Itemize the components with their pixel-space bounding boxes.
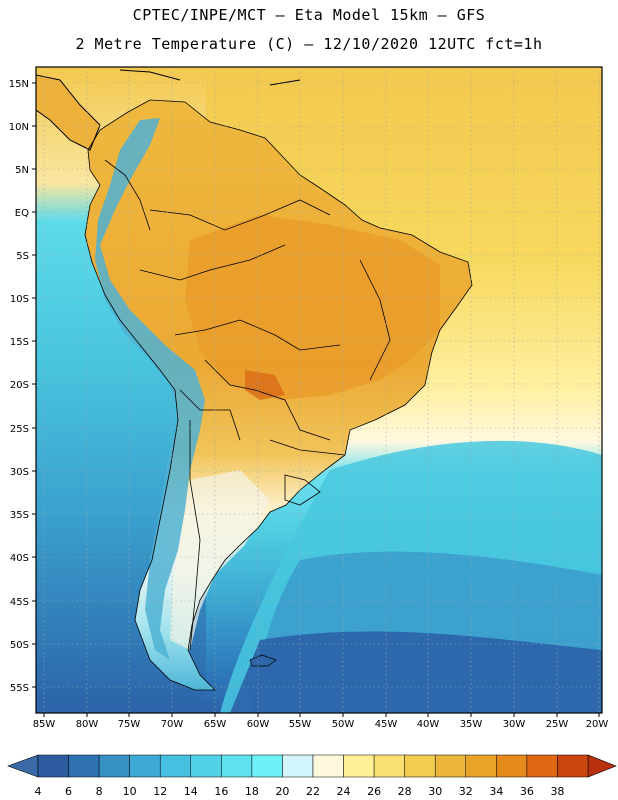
colorbar-label: 28 bbox=[398, 785, 412, 798]
lat-label: 35S bbox=[10, 510, 29, 521]
colorbar-segment bbox=[526, 754, 558, 778]
central-america-land bbox=[36, 75, 100, 150]
lon-label: 80W bbox=[76, 719, 99, 730]
polar-ocean-field bbox=[230, 631, 602, 713]
colorbar-label: 8 bbox=[96, 785, 103, 798]
lat-label: 50S bbox=[10, 640, 29, 651]
lat-label: 5N bbox=[15, 165, 29, 176]
lat-label: 30S bbox=[10, 467, 29, 478]
lon-label: 25W bbox=[546, 719, 569, 730]
lon-label: 55W bbox=[289, 719, 312, 730]
coastline-detail bbox=[36, 69, 301, 151]
lon-label: 30W bbox=[503, 719, 526, 730]
lat-label: 20S bbox=[10, 380, 29, 391]
longitude-labels: 85W 80W 75W 70W 65W 60W 55W 50W 45W 40W … bbox=[33, 719, 609, 730]
map-field bbox=[36, 67, 602, 713]
colorbar-segment bbox=[343, 754, 375, 778]
colorbar-segment bbox=[190, 754, 222, 778]
colorbar-segment bbox=[68, 754, 100, 778]
colorbar-segment bbox=[129, 754, 161, 778]
lat-label: 10S bbox=[10, 294, 29, 305]
colorbar-label: 6 bbox=[65, 785, 72, 798]
colorbar-segment bbox=[404, 754, 436, 778]
colorbar-label: 36 bbox=[520, 785, 534, 798]
colorbar: 4 6 8 10 12 14 16 18 20 22 24 26 28 30 32 34 36 38 bbox=[7, 754, 617, 798]
colorbar-label: 20 bbox=[275, 785, 289, 798]
colorbar-segment bbox=[465, 754, 497, 778]
lon-label: 85W bbox=[33, 719, 56, 730]
country-borders bbox=[84, 99, 473, 691]
colorbar-under-arrow bbox=[7, 754, 39, 778]
latitude-labels: 15N 10N 5N EQ 5S 10S 15S 20S 25S 30S 35S… bbox=[9, 79, 29, 694]
colorbar-label: 34 bbox=[489, 785, 503, 798]
colorbar-segment bbox=[496, 754, 528, 778]
colorbar-segment bbox=[312, 754, 344, 778]
colorbar-label: 32 bbox=[459, 785, 473, 798]
lon-label: 50W bbox=[332, 719, 355, 730]
colorbar-segment bbox=[159, 754, 192, 778]
falkland-islands bbox=[249, 654, 277, 667]
colorbar-label: 26 bbox=[367, 785, 381, 798]
map-title: CPTEC/INPE/MCT – Eta Model 15km – GFS bbox=[132, 6, 486, 24]
warm-interior bbox=[185, 215, 440, 400]
colorbar-segment bbox=[373, 754, 405, 778]
lat-label: EQ bbox=[15, 208, 29, 219]
map-subtitle: 2 Metre Temperature (C) – 12/10/2020 12U… bbox=[75, 35, 543, 53]
colorbar-label: 18 bbox=[245, 785, 259, 798]
colorbar-label: 38 bbox=[550, 785, 564, 798]
colorbar-segment bbox=[282, 754, 314, 778]
lon-label: 75W bbox=[118, 719, 141, 730]
lon-label: 35W bbox=[460, 719, 483, 730]
hot-spot bbox=[245, 370, 285, 400]
colorbar-label: 4 bbox=[35, 785, 42, 798]
lon-label: 70W bbox=[161, 719, 184, 730]
colorbar-segment bbox=[434, 754, 467, 778]
lon-label: 65W bbox=[204, 719, 227, 730]
colorbar-segment bbox=[98, 754, 130, 778]
andes-cold-ridge bbox=[95, 118, 205, 660]
lon-label: 20W bbox=[586, 719, 609, 730]
lat-label: 15N bbox=[9, 79, 29, 90]
lat-label: 40S bbox=[10, 553, 29, 564]
lat-label: 45S bbox=[10, 597, 29, 608]
map-frame bbox=[35, 66, 603, 714]
lat-label: 25S bbox=[10, 424, 29, 435]
axis-ticks bbox=[32, 82, 600, 717]
patagonia-field bbox=[170, 470, 270, 650]
colorbar-label: 16 bbox=[214, 785, 228, 798]
colorbar-label: 24 bbox=[337, 785, 351, 798]
lat-label: 10N bbox=[9, 122, 29, 133]
colorbar-label: 14 bbox=[184, 785, 198, 798]
colorbar-segment bbox=[37, 754, 69, 778]
lon-label: 40W bbox=[417, 719, 440, 730]
colorbar-over-arrow bbox=[587, 754, 617, 778]
lon-label: 60W bbox=[247, 719, 270, 730]
colorbar-label: 12 bbox=[153, 785, 167, 798]
colorbar-label: 10 bbox=[123, 785, 137, 798]
colorbar-segment bbox=[221, 754, 253, 778]
colorbar-label: 22 bbox=[306, 785, 320, 798]
colorbar-segment bbox=[251, 754, 283, 778]
colorbar-segment bbox=[557, 754, 589, 778]
lat-label: 15S bbox=[10, 337, 29, 348]
lat-label: 55S bbox=[10, 683, 29, 694]
colorbar-label: 30 bbox=[428, 785, 442, 798]
lat-label: 5S bbox=[16, 251, 29, 262]
lon-label: 45W bbox=[375, 719, 398, 730]
